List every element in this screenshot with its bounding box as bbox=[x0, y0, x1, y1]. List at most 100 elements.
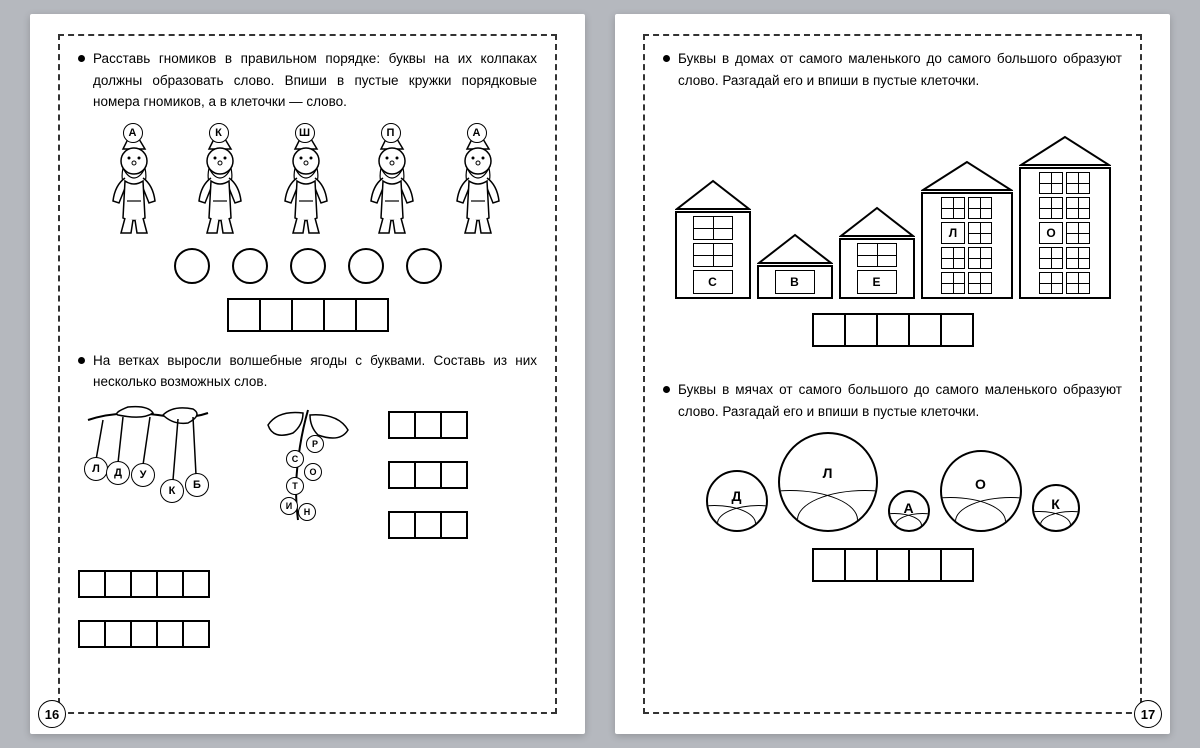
answer-box[interactable] bbox=[940, 548, 974, 582]
ball-letter: О bbox=[975, 476, 986, 492]
answer-box[interactable] bbox=[388, 411, 416, 439]
page-border: Буквы в домах от самого маленького до са… bbox=[643, 34, 1142, 714]
answer-box[interactable] bbox=[130, 570, 158, 598]
answer-box[interactable] bbox=[812, 313, 846, 347]
answer-box[interactable] bbox=[156, 570, 184, 598]
task-berries: На ветках выросли волшебные ягоды с букв… bbox=[78, 350, 537, 654]
berry-letter: Л bbox=[84, 457, 108, 481]
house-body: Е bbox=[839, 238, 915, 299]
gnome: К bbox=[181, 123, 263, 238]
ball-letter: К bbox=[1051, 496, 1060, 512]
answer-box-row bbox=[663, 313, 1122, 347]
berry-letter: У bbox=[131, 463, 155, 487]
answer-box[interactable] bbox=[876, 548, 910, 582]
house-letter: В bbox=[775, 270, 815, 294]
gnome-letter-badge: П bbox=[381, 123, 401, 143]
answer-box[interactable] bbox=[78, 620, 106, 648]
answer-box[interactable] bbox=[440, 511, 468, 539]
answer-box[interactable] bbox=[908, 548, 942, 582]
answer-circle[interactable] bbox=[232, 248, 268, 284]
gnome-row: А К Ш П А bbox=[78, 123, 537, 238]
window-icon bbox=[1039, 272, 1063, 294]
gnome: А bbox=[439, 123, 521, 238]
gnome-letter-badge: А bbox=[467, 123, 487, 143]
answer-box[interactable] bbox=[388, 461, 416, 489]
answer-box[interactable] bbox=[908, 313, 942, 347]
ball-letter: Д bbox=[732, 488, 742, 504]
answer-box[interactable] bbox=[414, 411, 442, 439]
task-gnomes: Расставь гномиков в правильном порядке: … bbox=[78, 48, 537, 332]
answer-box[interactable] bbox=[104, 620, 132, 648]
ball: О bbox=[940, 450, 1022, 532]
house-body: С bbox=[675, 211, 751, 299]
answer-box[interactable] bbox=[156, 620, 184, 648]
house: В bbox=[757, 233, 833, 299]
berry-letter: Б bbox=[185, 473, 209, 497]
answer-box[interactable] bbox=[812, 548, 846, 582]
house-letter: С bbox=[693, 270, 733, 294]
answer-box[interactable] bbox=[940, 313, 974, 347]
answer-circle[interactable] bbox=[348, 248, 384, 284]
berry-letter: Н bbox=[298, 503, 316, 521]
house-letter: О bbox=[1039, 222, 1063, 244]
answer-box[interactable] bbox=[876, 313, 910, 347]
window-icon bbox=[968, 247, 992, 269]
answer-boxes-column bbox=[388, 405, 468, 545]
currant-branch: Р С О Т И Н bbox=[248, 405, 368, 550]
house: О bbox=[1019, 135, 1111, 299]
gnome-letter-badge: К bbox=[209, 123, 229, 143]
ball: Д bbox=[706, 470, 768, 532]
answer-box-row bbox=[663, 548, 1122, 582]
answer-box[interactable] bbox=[104, 570, 132, 598]
answer-box-row bbox=[78, 298, 537, 332]
window-icon bbox=[857, 243, 897, 267]
answer-box[interactable] bbox=[78, 570, 106, 598]
answer-box-row bbox=[388, 511, 468, 539]
berry-letter: К bbox=[160, 479, 184, 503]
answer-box[interactable] bbox=[388, 511, 416, 539]
answer-box[interactable] bbox=[844, 548, 878, 582]
window-icon bbox=[693, 243, 733, 267]
workbook-page-right: Буквы в домах от самого маленького до са… bbox=[615, 14, 1170, 734]
answer-circle[interactable] bbox=[174, 248, 210, 284]
answer-box[interactable] bbox=[259, 298, 293, 332]
ball-letter: Л bbox=[823, 465, 833, 481]
answer-box[interactable] bbox=[440, 411, 468, 439]
bullet-icon bbox=[663, 55, 670, 62]
window-icon bbox=[1066, 247, 1090, 269]
window-icon bbox=[968, 222, 992, 244]
window-icon bbox=[1039, 247, 1063, 269]
cherry-branch: Л Д У К Б bbox=[78, 405, 228, 525]
ball: К bbox=[1032, 484, 1080, 532]
task-balls: Буквы в мячах от самого большого до само… bbox=[663, 379, 1122, 582]
answer-box[interactable] bbox=[844, 313, 878, 347]
answer-circle[interactable] bbox=[406, 248, 442, 284]
window-icon bbox=[941, 197, 965, 219]
house-letter: Е bbox=[857, 270, 897, 294]
answer-box[interactable] bbox=[130, 620, 158, 648]
answer-box[interactable] bbox=[323, 298, 357, 332]
bullet-icon bbox=[663, 386, 670, 393]
answer-box[interactable] bbox=[440, 461, 468, 489]
answer-box[interactable] bbox=[414, 511, 442, 539]
answer-box[interactable] bbox=[182, 620, 210, 648]
ball-letter: А bbox=[903, 500, 913, 516]
gnome: Ш bbox=[267, 123, 349, 238]
answer-box[interactable] bbox=[414, 461, 442, 489]
house-letter: Л bbox=[941, 222, 965, 244]
berry-letter: Т bbox=[286, 477, 304, 495]
task-text: Буквы в мячах от самого большого до само… bbox=[678, 379, 1122, 422]
answer-box[interactable] bbox=[355, 298, 389, 332]
page-number: 17 bbox=[1134, 700, 1162, 728]
ball: Л bbox=[778, 432, 878, 532]
house: С bbox=[675, 179, 751, 299]
answer-box[interactable] bbox=[227, 298, 261, 332]
house-body: О bbox=[1019, 167, 1111, 299]
page-border: Расставь гномиков в правильном порядке: … bbox=[58, 34, 557, 714]
answer-box[interactable] bbox=[182, 570, 210, 598]
window-icon bbox=[1039, 197, 1063, 219]
gnome: П bbox=[353, 123, 435, 238]
berry-letter: Р bbox=[306, 435, 324, 453]
answer-box[interactable] bbox=[291, 298, 325, 332]
answer-circle[interactable] bbox=[290, 248, 326, 284]
